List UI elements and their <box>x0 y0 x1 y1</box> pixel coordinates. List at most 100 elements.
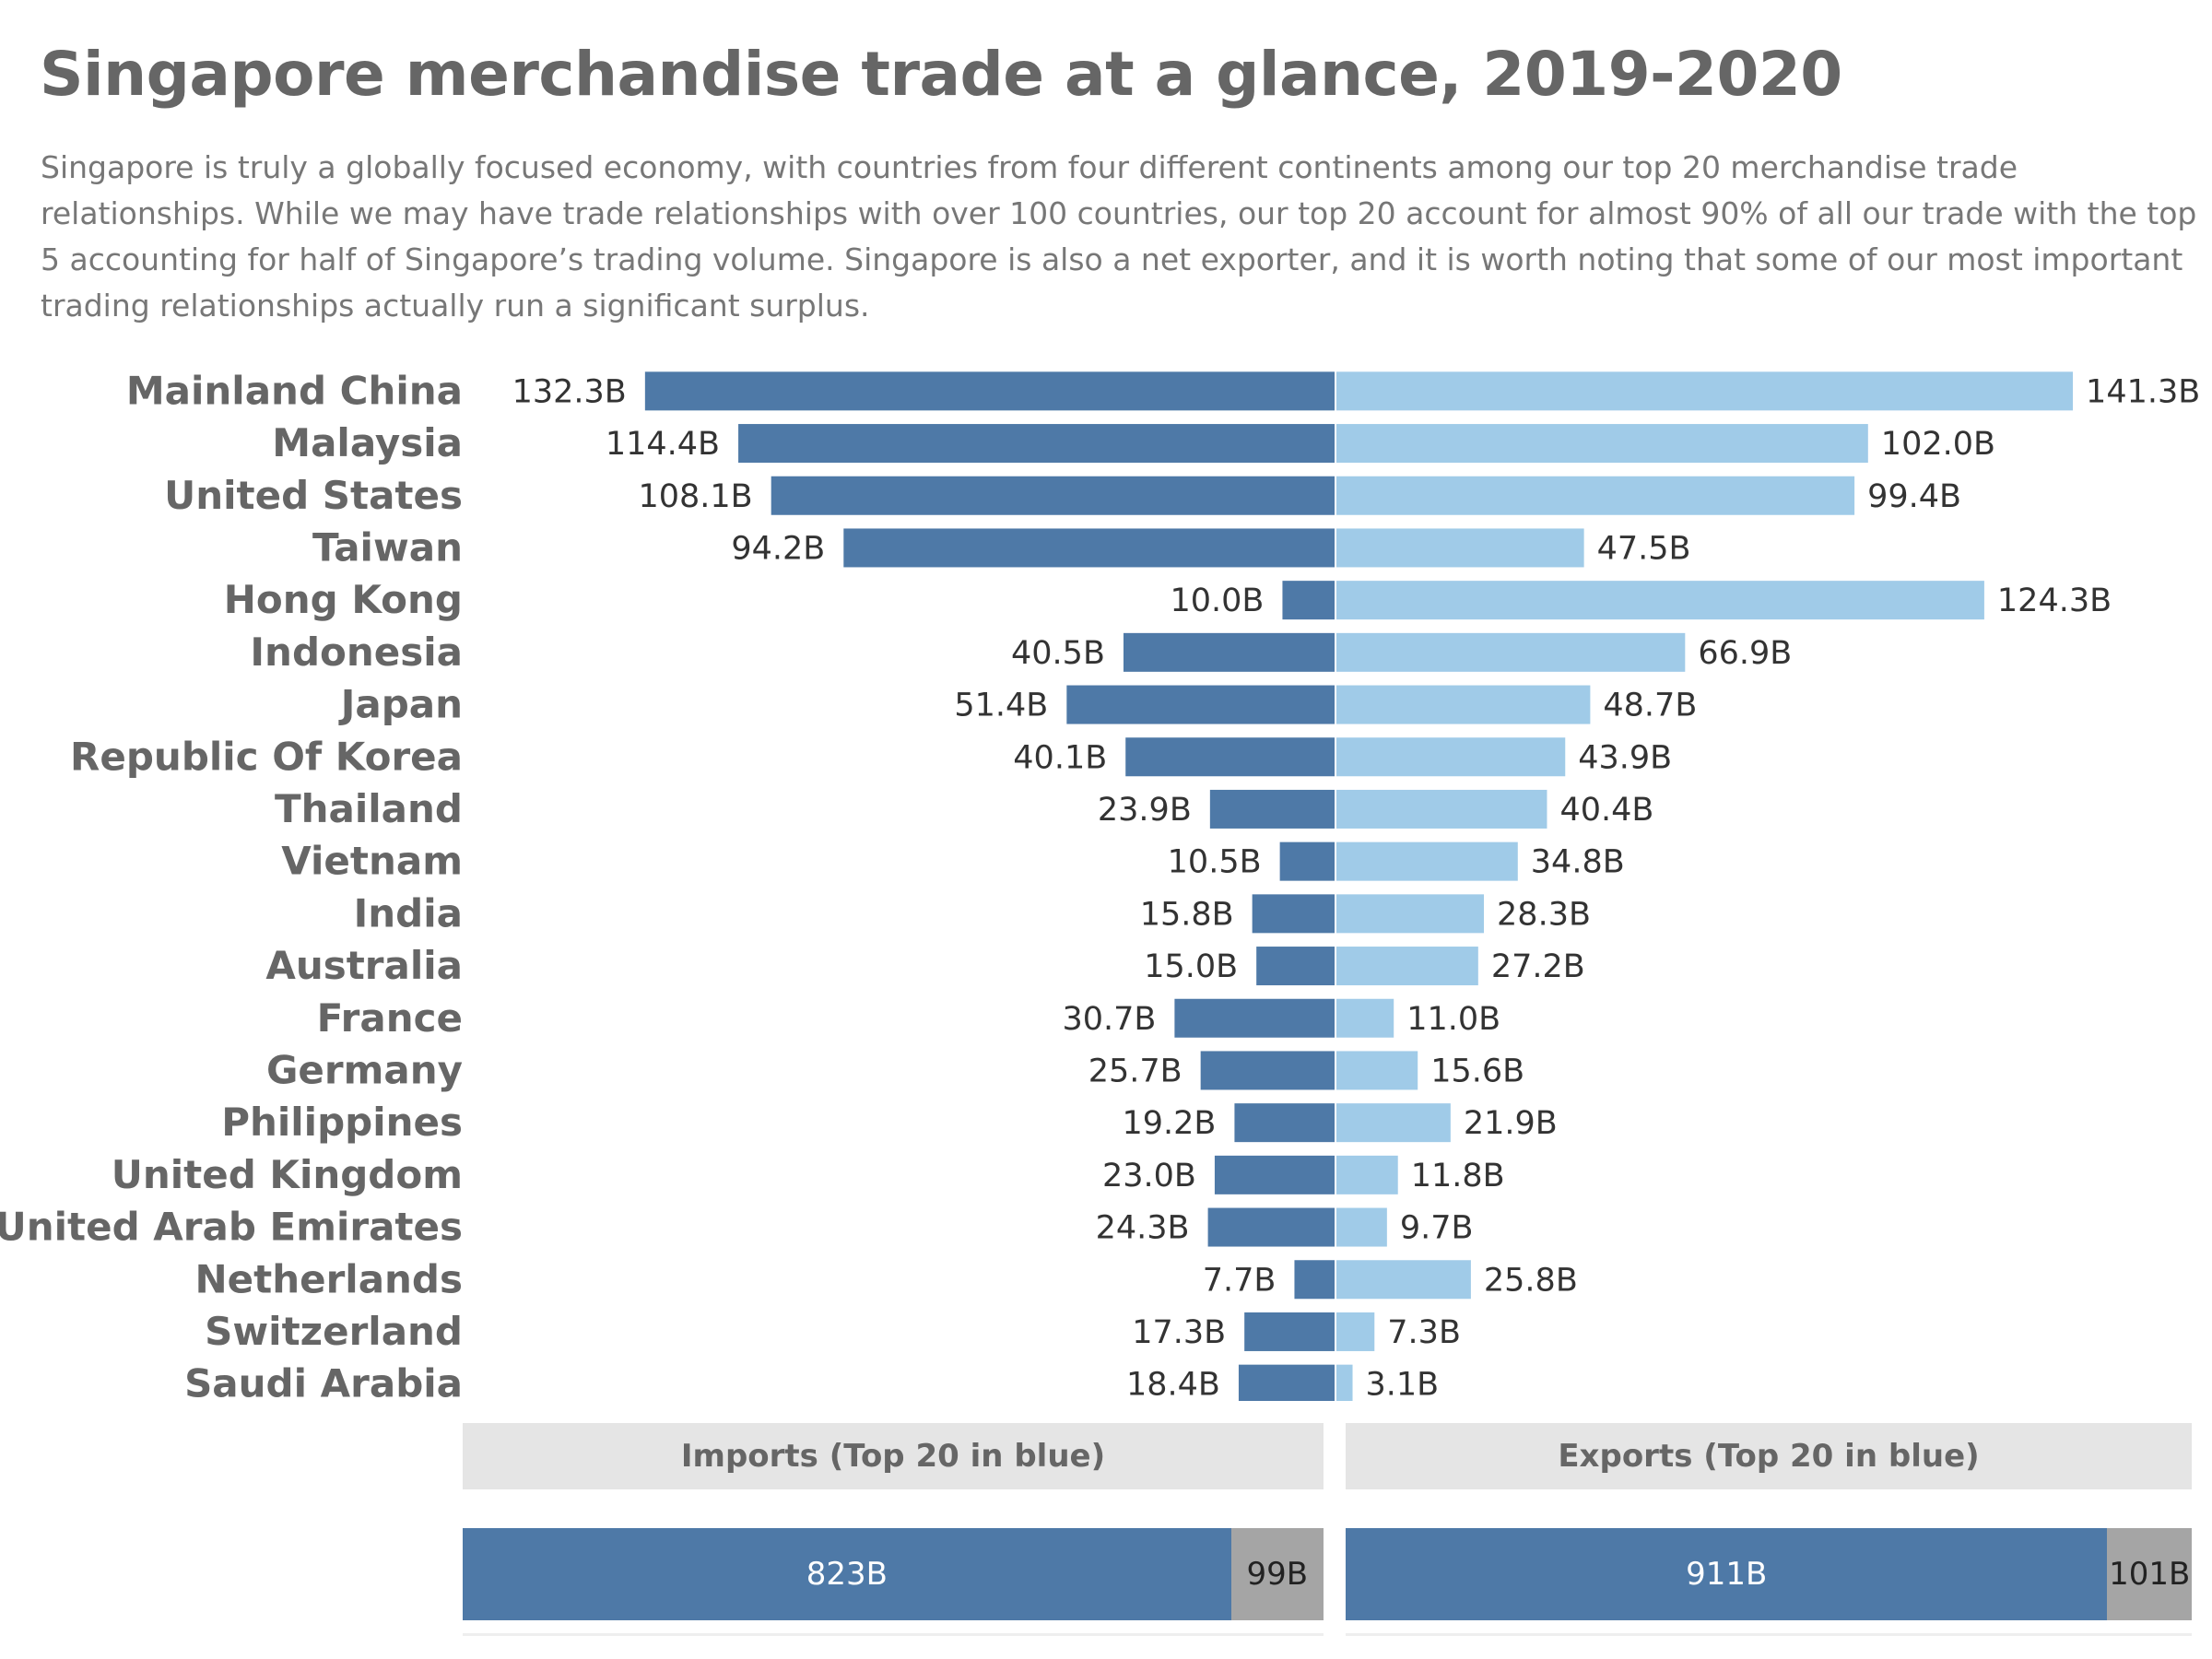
country-label-indonesia: Indonesia <box>250 629 463 675</box>
import-bar-philippines <box>1234 1103 1335 1143</box>
country-label-hong-kong: Hong Kong <box>224 577 463 622</box>
import-bar-india <box>1252 894 1335 934</box>
exports-stacked-bar: 911B 101B <box>1346 1528 2192 1620</box>
import-value-australia: 15.0B <box>1144 948 1238 985</box>
export-value-thailand: 40.4B <box>1559 792 1653 829</box>
imports-panel-header: Imports (Top 20 in blue) <box>463 1423 1324 1489</box>
import-bar-united-states <box>771 476 1335 515</box>
import-bar-france <box>1174 998 1335 1038</box>
import-bar-switzerland <box>1244 1312 1335 1351</box>
country-label-malaysia: Malaysia <box>272 420 463 465</box>
page-subtitle: Singapore is truly a globally focused ec… <box>41 149 2197 324</box>
country-label-france: France <box>317 995 463 1041</box>
import-value-thailand: 23.9B <box>1098 792 1192 829</box>
export-value-france: 11.0B <box>1406 1001 1500 1038</box>
imports-top20-label: 823B <box>806 1556 888 1593</box>
export-bar-vietnam <box>1336 841 1518 881</box>
import-value-germany: 25.7B <box>1088 1053 1182 1089</box>
export-bar-indonesia <box>1336 632 1686 672</box>
import-value-netherlands: 7.7B <box>1203 1262 1277 1299</box>
country-label-netherlands: Netherlands <box>194 1256 463 1301</box>
imports-baseline <box>463 1633 1324 1636</box>
country-label-united-kingdom: United Kingdom <box>112 1152 463 1197</box>
export-value-malaysia: 102.0B <box>1881 426 1995 463</box>
country-label-thailand: Thailand <box>275 786 463 831</box>
export-bar-india <box>1336 894 1485 934</box>
export-bar-thailand <box>1336 789 1547 829</box>
import-value-hong-kong: 10.0B <box>1170 582 1264 619</box>
export-value-united-states: 99.4B <box>1867 478 1961 515</box>
import-value-switzerland: 17.3B <box>1132 1314 1226 1351</box>
exports-top20-segment: 911B <box>1346 1528 2108 1620</box>
export-bar-switzerland <box>1336 1312 1375 1351</box>
export-value-germany: 15.6B <box>1430 1053 1524 1089</box>
country-label-saudi-arabia: Saudi Arabia <box>184 1361 463 1401</box>
export-bar-japan <box>1336 685 1591 724</box>
import-value-saudi-arabia: 18.4B <box>1126 1367 1220 1401</box>
export-bar-saudi-arabia <box>1336 1364 1353 1401</box>
export-value-philippines: 21.9B <box>1464 1105 1558 1142</box>
exports-rest-label: 101B <box>2109 1556 2191 1593</box>
export-value-united-arab-emirates: 9.7B <box>1400 1210 1474 1247</box>
export-value-mainland-china: 141.3B <box>2086 373 2200 410</box>
import-bar-republic-of-korea <box>1125 737 1335 777</box>
exports-panel-header: Exports (Top 20 in blue) <box>1346 1423 2192 1489</box>
import-value-malaysia: 114.4B <box>606 426 720 463</box>
import-value-mainland-china: 132.3B <box>512 373 627 410</box>
country-label-india: India <box>354 890 463 935</box>
export-bar-netherlands <box>1336 1260 1471 1300</box>
country-label-switzerland: Switzerland <box>205 1309 463 1354</box>
country-label-germany: Germany <box>266 1047 463 1092</box>
import-value-japan: 51.4B <box>954 688 1048 724</box>
import-bar-malaysia <box>738 424 1335 464</box>
export-bar-united-states <box>1336 476 1855 515</box>
imports-panel-title: Imports (Top 20 in blue) <box>680 1438 1106 1475</box>
import-bar-japan <box>1066 685 1335 724</box>
country-label-mainland-china: Mainland China <box>126 368 463 413</box>
export-bar-united-arab-emirates <box>1336 1207 1387 1247</box>
import-bar-mainland-china <box>644 371 1335 411</box>
export-bar-philippines <box>1336 1103 1451 1143</box>
export-value-india: 28.3B <box>1497 896 1591 933</box>
import-bar-united-kingdom <box>1214 1155 1335 1194</box>
export-bar-mainland-china <box>1336 371 2074 411</box>
import-value-france: 30.7B <box>1062 1001 1156 1038</box>
import-bar-vietnam <box>1279 841 1335 881</box>
exports-top20-label: 911B <box>1686 1556 1768 1593</box>
imports-stacked-bar: 823B 99B <box>463 1528 1324 1620</box>
import-value-united-arab-emirates: 24.3B <box>1096 1210 1190 1247</box>
import-value-philippines: 19.2B <box>1122 1105 1216 1142</box>
import-bar-hong-kong <box>1282 581 1335 620</box>
imports-rest-segment: 99B <box>1230 1528 1324 1620</box>
import-bar-germany <box>1200 1051 1335 1090</box>
import-bar-thailand <box>1209 789 1335 829</box>
imports-top20-segment: 823B <box>463 1528 1231 1620</box>
country-label-japan: Japan <box>338 682 463 727</box>
country-label-australia: Australia <box>265 943 463 988</box>
country-label-vietnam: Vietnam <box>281 839 463 884</box>
export-bar-taiwan <box>1336 528 1584 568</box>
import-bar-united-arab-emirates <box>1207 1207 1335 1247</box>
page-title: Singapore merchandise trade at a glance,… <box>40 39 1842 110</box>
export-value-japan: 48.7B <box>1603 688 1697 724</box>
diverging-bar-chart: Mainland China 132.3B 141.3B Malaysia 114.4B… <box>0 368 2200 1401</box>
import-bar-indonesia <box>1123 632 1335 672</box>
import-bar-saudi-arabia <box>1238 1364 1335 1401</box>
country-label-taiwan: Taiwan <box>312 524 463 570</box>
export-value-hong-kong: 124.3B <box>1997 582 2112 619</box>
country-label-philippines: Philippines <box>221 1100 463 1145</box>
export-value-netherlands: 25.8B <box>1484 1262 1578 1299</box>
export-bar-australia <box>1336 947 1478 986</box>
export-bar-united-kingdom <box>1336 1155 1398 1194</box>
export-value-republic-of-korea: 43.9B <box>1578 739 1672 776</box>
exports-baseline <box>1346 1633 2192 1636</box>
country-label-united-arab-emirates: United Arab Emirates <box>0 1205 463 1250</box>
export-value-taiwan: 47.5B <box>1597 530 1691 567</box>
export-bar-hong-kong <box>1336 581 1984 620</box>
import-value-taiwan: 94.2B <box>731 530 825 567</box>
export-value-saudi-arabia: 3.1B <box>1366 1367 1440 1401</box>
import-value-indonesia: 40.5B <box>1011 635 1105 672</box>
country-label-republic-of-korea: Republic Of Korea <box>70 734 463 779</box>
export-value-australia: 27.2B <box>1491 948 1585 985</box>
import-bar-australia <box>1256 947 1335 986</box>
